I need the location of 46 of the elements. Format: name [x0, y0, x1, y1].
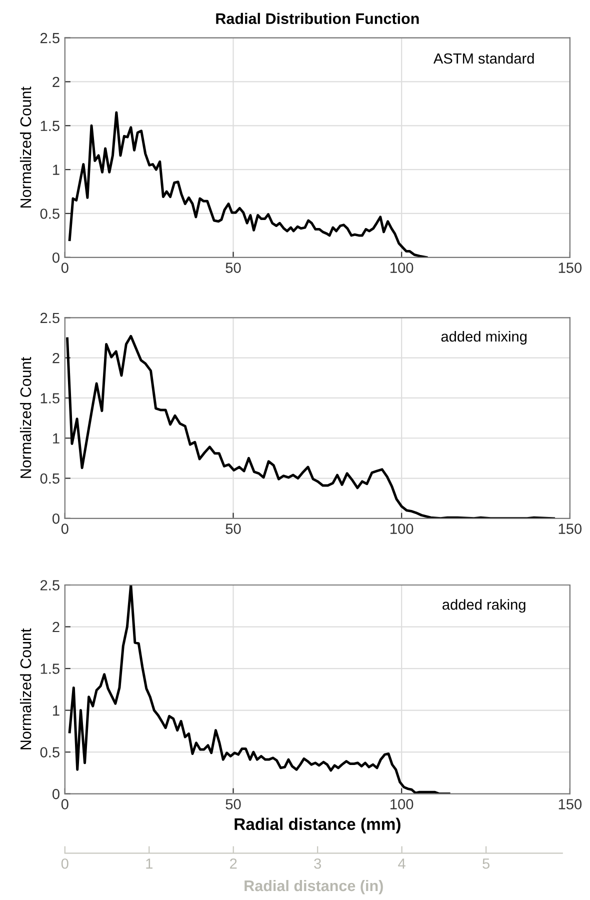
- line-series: [68, 111, 428, 258]
- x-tick-label: 0: [61, 799, 68, 810]
- x-tick-label: 100: [390, 262, 414, 273]
- x-tick-label: 50: [226, 799, 241, 810]
- x-tick-label: 100: [390, 799, 414, 810]
- y-tick-label: 1.5: [40, 120, 60, 132]
- chart-title: Radial Distribution Function: [216, 12, 419, 24]
- x-tick-label: 100: [390, 524, 414, 534]
- x-axis-title: Radial distance (mm): [234, 818, 400, 834]
- y-tick-label: 0.5: [40, 473, 60, 484]
- x2-tick-label: 3: [314, 858, 322, 869]
- y-axis-title: Normalized Count: [20, 357, 32, 478]
- y-tick-label: 2: [52, 352, 60, 364]
- y-tick-label: 2: [52, 622, 60, 632]
- x2-axis-title: Radial distance (in): [244, 880, 383, 894]
- annotation: added raking: [442, 599, 526, 613]
- y-tick-label: 1.5: [40, 664, 60, 674]
- y-axis-title: Normalized Count: [20, 628, 32, 750]
- annotation: ASTM standard: [433, 52, 534, 64]
- x2-tick-label: 5: [482, 858, 490, 869]
- x-tick-label: 150: [558, 262, 582, 273]
- y-tick-label: 0: [52, 514, 60, 524]
- x-tick-label: 50: [226, 524, 241, 534]
- x-tick-label: 0: [61, 262, 68, 273]
- x-tick-label: 150: [558, 799, 582, 810]
- y-tick-label: 2.5: [40, 32, 60, 44]
- x2-tick-label: 0: [61, 858, 68, 869]
- y-tick-label: 2.5: [40, 580, 60, 590]
- y-tick-label: 2: [52, 76, 60, 88]
- annotation: added mixing: [441, 330, 527, 345]
- x2-tick-label: 1: [146, 858, 152, 869]
- y-tick-label: 1: [53, 433, 60, 444]
- y-tick-label: 2.5: [40, 312, 60, 324]
- y-tick-label: 0: [52, 788, 60, 800]
- x-tick-label: 150: [558, 524, 582, 534]
- x-tick-label: 0: [61, 524, 68, 534]
- y-tick-label: 0.5: [40, 208, 60, 219]
- x2-tick-label: 4: [398, 858, 406, 869]
- y-tick-label: 1: [53, 706, 60, 716]
- y-axis-title: Normalized Count: [20, 86, 32, 208]
- y-tick-label: 1: [53, 164, 60, 175]
- x-tick-label: 50: [226, 262, 241, 273]
- y-tick-label: 1.5: [40, 393, 60, 404]
- y-tick-label: 0.5: [40, 747, 60, 758]
- x2-tick-label: 2: [230, 858, 237, 869]
- y-tick-label: 0: [52, 252, 60, 263]
